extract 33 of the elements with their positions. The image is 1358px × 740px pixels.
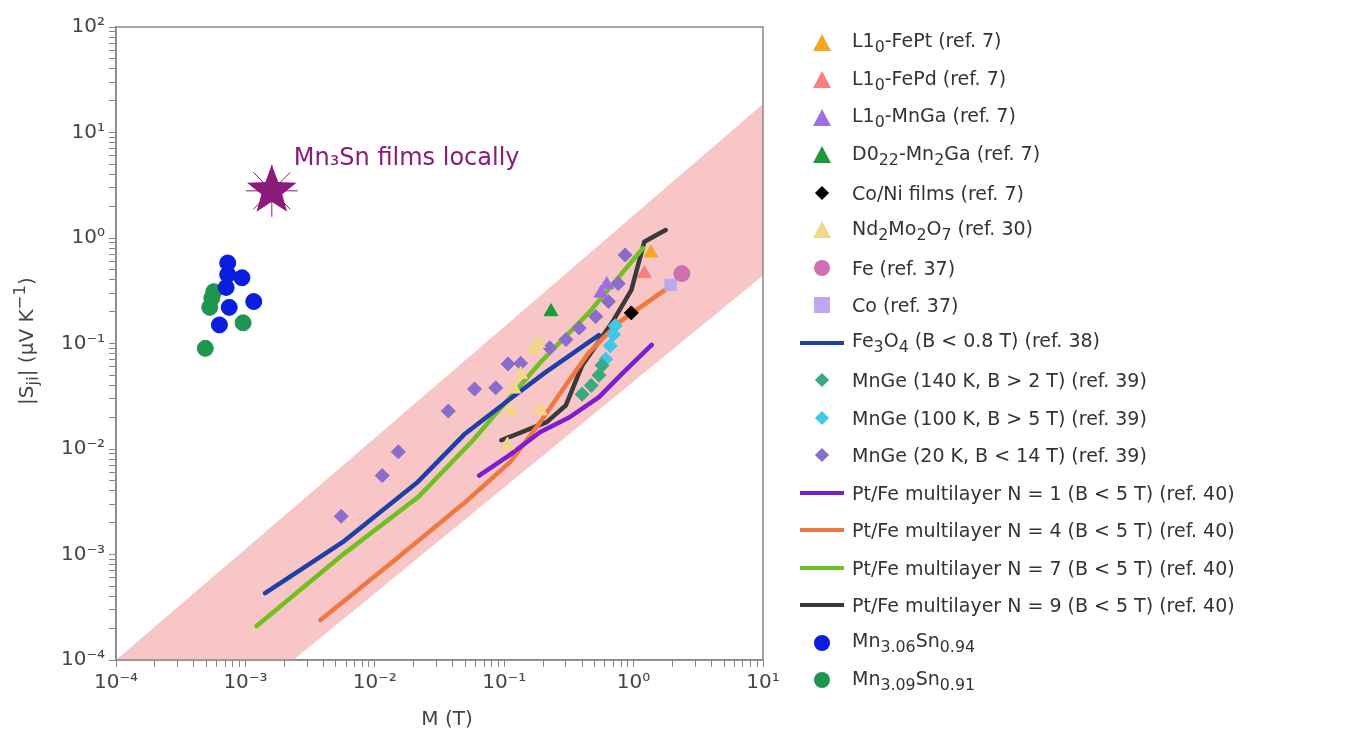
x-tick-label: 10⁻³: [223, 669, 268, 694]
legend-label: Pt/Fe multilayer N = 9 (B < 5 T) (ref. 40): [852, 594, 1235, 617]
y-tick-label: 10¹: [71, 118, 105, 143]
legend-label: MnGe (20 K, B < 14 T) (ref. 39): [852, 444, 1147, 467]
legend-label: Co/Ni films (ref. 7): [852, 181, 1024, 204]
legend-label: Pt/Fe multilayer N = 1 (B < 5 T) (ref. 40): [852, 481, 1235, 504]
y-tick-label: 10⁻²: [60, 435, 105, 460]
x-tick-label: 10⁻¹: [482, 669, 527, 694]
legend-label: MnGe (100 K, B > 5 T) (ref. 39): [852, 406, 1147, 429]
y-tick-label: 10⁰: [71, 224, 105, 249]
legend-label: Mn$_{3.06}$Sn$_{0.94}$: [852, 629, 976, 657]
x-axis-title: M (T): [421, 706, 473, 730]
legend-label: Pt/Fe multilayer N = 7 (B < 5 T) (ref. 40): [852, 556, 1235, 579]
legend-label: Co (ref. 37): [852, 294, 959, 317]
legend-label: L1$_{0}$-MnGa (ref. 7): [852, 104, 1016, 132]
y-tick-label: 10⁻⁴: [60, 646, 105, 671]
y-tick-label: 10²: [71, 13, 105, 38]
legend-label: L1$_{0}$-FePd (ref. 7): [852, 66, 1007, 94]
x-tick-label: 10¹: [746, 669, 780, 694]
y-tick-label: 10⁻³: [60, 540, 105, 565]
x-tick-label: 10⁰: [616, 669, 651, 694]
legend-label: Fe$_{3}$O$_{4}$ (B < 0.8 T) (ref. 38): [852, 329, 1100, 357]
legend-label: Mn$_{3.09}$Sn$_{0.91}$: [852, 666, 976, 694]
legend-label: MnGe (140 K, B > 2 T) (ref. 39): [852, 369, 1147, 392]
y-tick-label: 10⁻¹: [60, 329, 105, 354]
annotation: Mn₃Sn films locally: [293, 143, 520, 172]
legend-label: D0$_{22}$-Mn$_{2}$Ga (ref. 7): [852, 141, 1041, 169]
legend-label: L1$_{0}$-FePt (ref. 7): [852, 29, 1002, 57]
x-tick-label: 10⁻⁴: [93, 669, 139, 694]
legend-label: Pt/Fe multilayer N = 4 (B < 5 T) (ref. 40): [852, 519, 1235, 542]
legend-label: Nd$_{2}$Mo$_{2}$O$_{7}$ (ref. 30): [852, 216, 1034, 244]
legend-label: Fe (ref. 37): [852, 256, 956, 279]
x-tick-label: 10⁻²: [352, 669, 397, 694]
